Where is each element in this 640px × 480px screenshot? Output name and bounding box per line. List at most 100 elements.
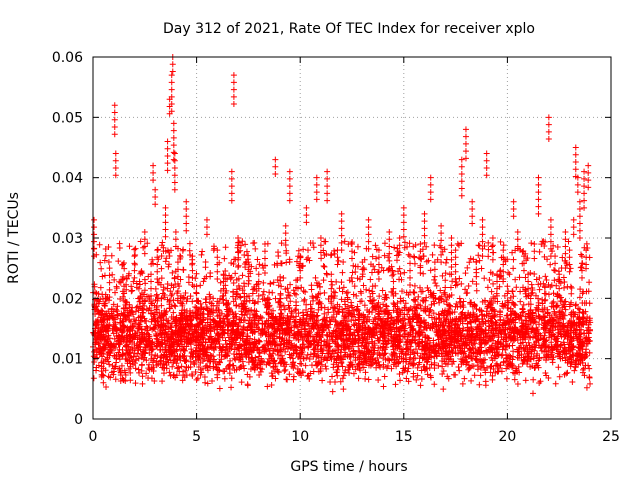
data-point <box>132 252 139 259</box>
data-point <box>380 383 387 390</box>
data-point <box>301 298 308 305</box>
data-points <box>90 54 594 397</box>
data-point <box>264 383 271 390</box>
data-point <box>401 269 408 276</box>
data-point <box>221 375 228 382</box>
data-point <box>415 293 422 300</box>
data-point <box>410 373 417 380</box>
data-point <box>427 267 434 274</box>
data-point <box>433 282 440 289</box>
data-point <box>482 378 489 385</box>
data-point <box>561 284 568 291</box>
data-point <box>442 259 449 266</box>
data-point <box>578 264 585 271</box>
data-point <box>428 361 435 368</box>
data-point <box>243 248 250 255</box>
data-point <box>346 370 353 377</box>
data-point <box>520 301 527 308</box>
data-point <box>454 281 461 288</box>
data-point <box>250 286 257 293</box>
data-point <box>305 247 312 254</box>
data-point <box>551 277 558 284</box>
data-point <box>201 374 208 381</box>
data-point <box>207 352 214 359</box>
data-point <box>171 302 178 309</box>
data-point <box>489 376 496 383</box>
data-point <box>186 247 193 254</box>
data-point <box>362 375 369 382</box>
data-point <box>431 365 438 372</box>
data-point <box>473 312 480 319</box>
data-point <box>292 307 299 314</box>
data-point <box>564 283 571 290</box>
data-point <box>200 278 207 285</box>
data-point <box>230 280 237 287</box>
data-point <box>283 376 290 383</box>
data-point <box>247 270 254 277</box>
data-point <box>476 257 483 264</box>
data-point <box>257 313 264 320</box>
data-point <box>447 284 454 291</box>
data-point <box>302 362 309 369</box>
data-point <box>91 358 98 365</box>
data-point <box>503 375 510 382</box>
data-point <box>416 284 423 291</box>
data-point <box>343 290 350 297</box>
data-point <box>531 270 538 277</box>
data-point <box>239 238 246 245</box>
data-point <box>169 363 176 370</box>
data-point <box>502 346 509 353</box>
data-point <box>298 284 305 291</box>
data-point <box>510 256 517 263</box>
data-point <box>517 298 524 305</box>
data-point <box>339 288 346 295</box>
data-point <box>553 282 560 289</box>
data-point <box>108 252 115 259</box>
data-point <box>310 244 317 251</box>
data-point <box>222 244 229 251</box>
data-point <box>106 361 113 368</box>
data-point <box>456 275 463 282</box>
data-point <box>271 261 278 268</box>
data-point <box>275 249 282 256</box>
data-point <box>469 278 476 285</box>
data-point <box>519 305 526 312</box>
data-point <box>575 305 582 312</box>
data-point <box>580 365 587 372</box>
data-point <box>463 290 470 297</box>
data-point <box>160 370 167 377</box>
data-point <box>297 360 304 367</box>
data-point <box>287 281 294 288</box>
data-point <box>112 289 119 296</box>
data-point <box>162 258 169 265</box>
data-point <box>180 354 187 361</box>
data-point <box>138 269 145 276</box>
data-point <box>306 257 313 264</box>
data-point <box>302 289 309 296</box>
data-point <box>530 376 537 383</box>
data-point <box>275 351 282 358</box>
data-point <box>242 241 249 248</box>
data-point <box>489 243 496 250</box>
data-point <box>425 287 432 294</box>
data-point <box>350 291 357 298</box>
data-point <box>185 273 192 280</box>
data-point <box>286 258 293 265</box>
data-point <box>240 323 247 330</box>
data-point <box>514 381 521 388</box>
data-point <box>401 304 408 311</box>
data-point <box>283 259 290 266</box>
data-point <box>216 385 223 392</box>
data-point <box>237 316 244 323</box>
data-point <box>542 273 549 280</box>
data-point <box>135 366 142 373</box>
data-point <box>397 377 404 384</box>
data-point <box>270 279 277 286</box>
data-point <box>420 270 427 277</box>
data-point <box>396 276 403 283</box>
data-point <box>338 279 345 286</box>
data-point <box>132 380 139 387</box>
data-point <box>467 255 474 262</box>
data-point <box>280 275 287 282</box>
data-point <box>485 246 492 253</box>
